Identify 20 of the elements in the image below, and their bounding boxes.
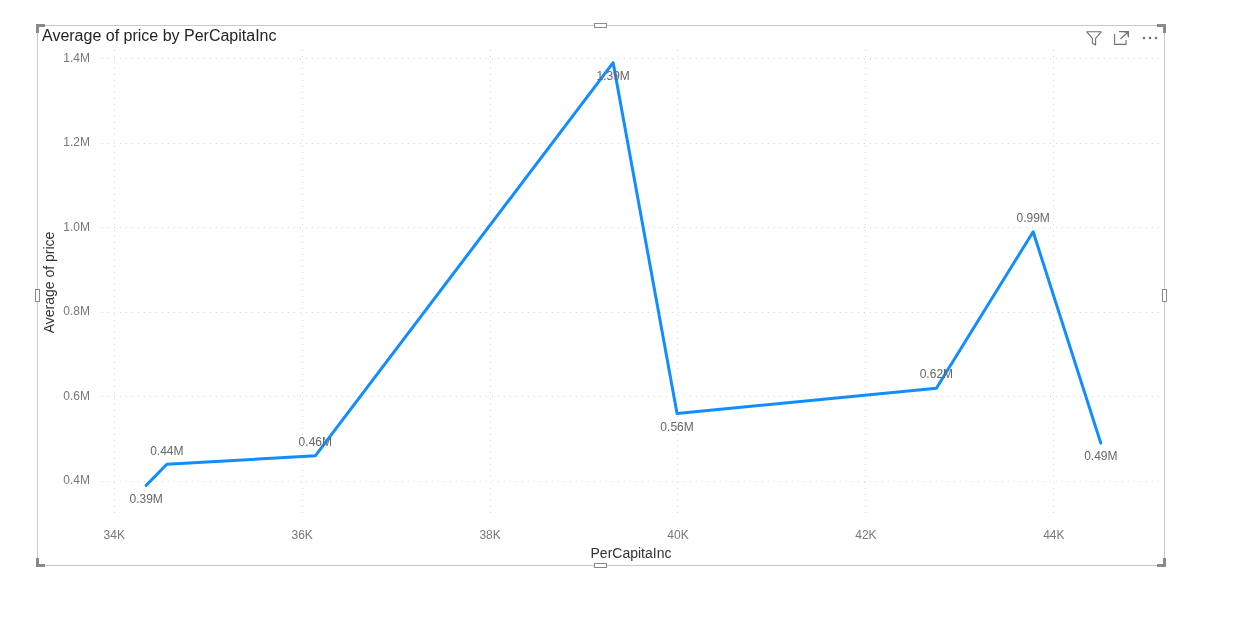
x-tick-label: 38K [479,527,501,542]
x-tick-label: 40K [667,527,689,542]
y-tick-label: 1.4M [63,50,90,65]
data-label: 0.39M [129,491,163,506]
x-tick-label: 34K [103,527,125,542]
data-label: 0.44M [150,443,184,458]
y-tick-label: 1.0M [63,219,90,234]
x-axis-title: PerCapitaInc [590,545,672,562]
y-tick-label: 0.8M [63,304,90,319]
y-tick-label: 0.6M [63,388,90,403]
chart-title: Average of price by PerCapitaInc [42,26,277,46]
y-axis-title: Average of price [41,231,58,334]
x-tick-label: 42K [855,527,877,542]
x-tick-label: 44K [1043,527,1065,542]
data-label: 0.99M [1016,211,1050,226]
y-tick-label: 1.2M [63,135,90,150]
y-tick-label: 0.4M [63,473,90,488]
data-label: 0.49M [1084,449,1118,464]
x-tick-label: 36K [291,527,313,542]
data-label: 0.56M [660,419,694,434]
